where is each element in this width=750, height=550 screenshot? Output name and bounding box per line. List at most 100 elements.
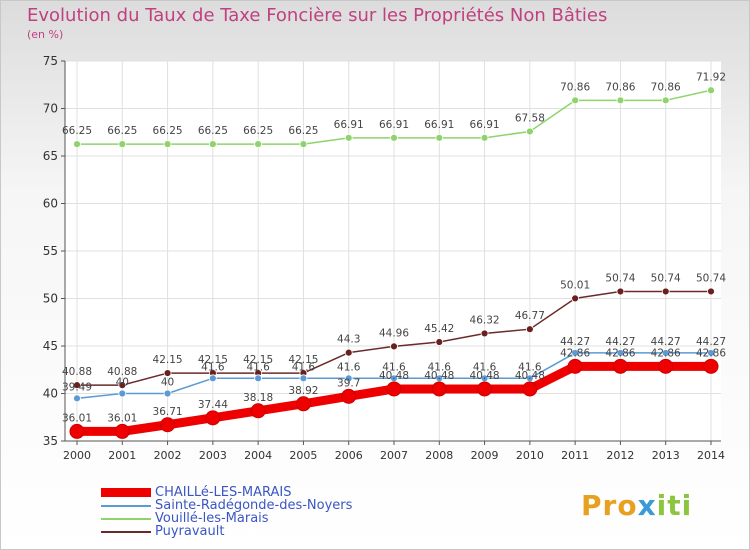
- data-label-3: 44.96: [379, 327, 409, 339]
- legend-label-chaille: CHAILLé-LES-MARAIS: [155, 485, 292, 500]
- data-label-2: 70.86: [560, 81, 590, 93]
- data-point-2: [661, 96, 670, 105]
- data-label-1: 41.6: [428, 361, 452, 373]
- data-label-2: 66.25: [198, 125, 228, 137]
- data-point-1: [118, 389, 127, 398]
- y-tick-label: 60: [43, 197, 58, 211]
- data-point-3: [344, 348, 353, 357]
- data-label-0: 39.7: [337, 377, 360, 389]
- data-point-1: [571, 349, 580, 357]
- data-point-3: [707, 287, 715, 296]
- data-label-1: 44.27: [560, 336, 590, 348]
- data-point-1: [163, 389, 172, 398]
- x-tick-label: 2000: [63, 449, 91, 462]
- data-label-0: 40.48: [424, 370, 454, 382]
- data-point-3: [616, 287, 625, 296]
- data-label-2: 67.58: [515, 112, 545, 124]
- data-point-0: [703, 358, 719, 374]
- data-point-1: [73, 394, 81, 403]
- data-label-3: 42.15: [288, 354, 318, 366]
- data-point-2: [390, 133, 398, 142]
- x-tick-label: 2014: [697, 449, 725, 462]
- data-label-2: 66.91: [470, 119, 500, 131]
- data-point-3: [480, 329, 489, 338]
- y-tick-label: 65: [43, 149, 58, 163]
- x-tick-label: 2011: [561, 449, 589, 462]
- data-point-2: [299, 140, 308, 149]
- legend-label-sainte-radegonde: Sainte-Radégonde-des-Noyers: [155, 498, 353, 513]
- x-tick-label: 2006: [335, 449, 363, 462]
- data-point-3: [571, 294, 580, 303]
- data-label-0: 40.48: [470, 370, 500, 382]
- legend-label-puyravault: Puyravault: [155, 524, 225, 539]
- data-point-2: [344, 133, 353, 142]
- data-label-0: 42.86: [696, 347, 726, 359]
- data-label-2: 70.86: [605, 81, 635, 93]
- x-tick-label: 2009: [471, 449, 499, 462]
- data-label-3: 42.15: [198, 354, 228, 366]
- data-label-3: 40.88: [62, 366, 92, 378]
- data-label-3: 50.74: [651, 272, 681, 284]
- data-label-1: 41.6: [518, 361, 542, 373]
- data-point-1: [254, 374, 263, 383]
- y-tick-label: 40: [43, 387, 58, 401]
- x-tick-label: 2008: [425, 449, 453, 462]
- data-label-3: 46.32: [470, 314, 500, 326]
- data-point-3: [435, 338, 444, 346]
- data-label-2: 66.91: [334, 119, 364, 131]
- y-tick-label: 45: [43, 339, 58, 353]
- data-point-0: [612, 358, 628, 374]
- data-point-0: [477, 381, 493, 397]
- data-label-1: 41.6: [246, 361, 270, 373]
- y-tick-label: 55: [43, 244, 58, 258]
- data-point-2: [254, 140, 263, 149]
- data-label-1: 41.6: [473, 361, 497, 373]
- data-point-2: [525, 127, 534, 136]
- data-point-0: [522, 381, 538, 397]
- data-label-1: 44.27: [605, 336, 635, 348]
- data-point-3: [661, 287, 670, 296]
- data-point-2: [163, 140, 172, 149]
- y-tick-label: 35: [43, 434, 58, 448]
- data-point-2: [118, 140, 127, 149]
- chart-title: Evolution du Taux de Taxe Foncière sur l…: [27, 5, 608, 26]
- data-label-0: 36.01: [62, 412, 92, 424]
- data-label-2: 66.25: [288, 125, 318, 137]
- data-point-0: [341, 388, 357, 404]
- x-tick-label: 2010: [516, 449, 544, 462]
- data-point-2: [435, 133, 444, 142]
- data-point-3: [525, 325, 534, 334]
- y-tick-label: 50: [43, 292, 58, 306]
- data-label-1: 40: [116, 377, 129, 389]
- data-point-3: [163, 369, 172, 377]
- data-label-2: 66.91: [379, 119, 409, 131]
- data-point-3: [73, 381, 81, 390]
- data-label-2: 70.86: [651, 81, 681, 93]
- data-label-2: 66.25: [107, 125, 137, 137]
- y-unit-label: (en %): [27, 28, 64, 41]
- data-label-0: 42.86: [560, 347, 590, 359]
- data-label-0: 38.92: [288, 385, 318, 397]
- data-point-0: [431, 381, 447, 397]
- data-point-1: [616, 349, 625, 357]
- data-label-3: 45.42: [424, 323, 454, 335]
- data-point-3: [390, 342, 398, 351]
- data-point-0: [250, 403, 266, 419]
- data-label-0: 37.44: [198, 399, 228, 411]
- data-point-1: [661, 349, 670, 357]
- data-label-3: 44.3: [337, 334, 360, 346]
- data-label-0: 42.86: [605, 347, 635, 359]
- data-point-0: [114, 423, 130, 439]
- data-point-1: [208, 374, 217, 383]
- data-point-3: [118, 381, 127, 390]
- data-label-1: 44.27: [651, 336, 681, 348]
- data-point-0: [205, 410, 221, 426]
- x-tick-label: 2013: [652, 449, 680, 462]
- data-point-1: [299, 374, 308, 383]
- data-label-0: 36.01: [107, 412, 137, 424]
- data-label-1: 41.6: [201, 361, 225, 373]
- data-point-2: [707, 86, 715, 95]
- data-label-0: 42.86: [651, 347, 681, 359]
- data-label-2: 66.25: [153, 125, 183, 137]
